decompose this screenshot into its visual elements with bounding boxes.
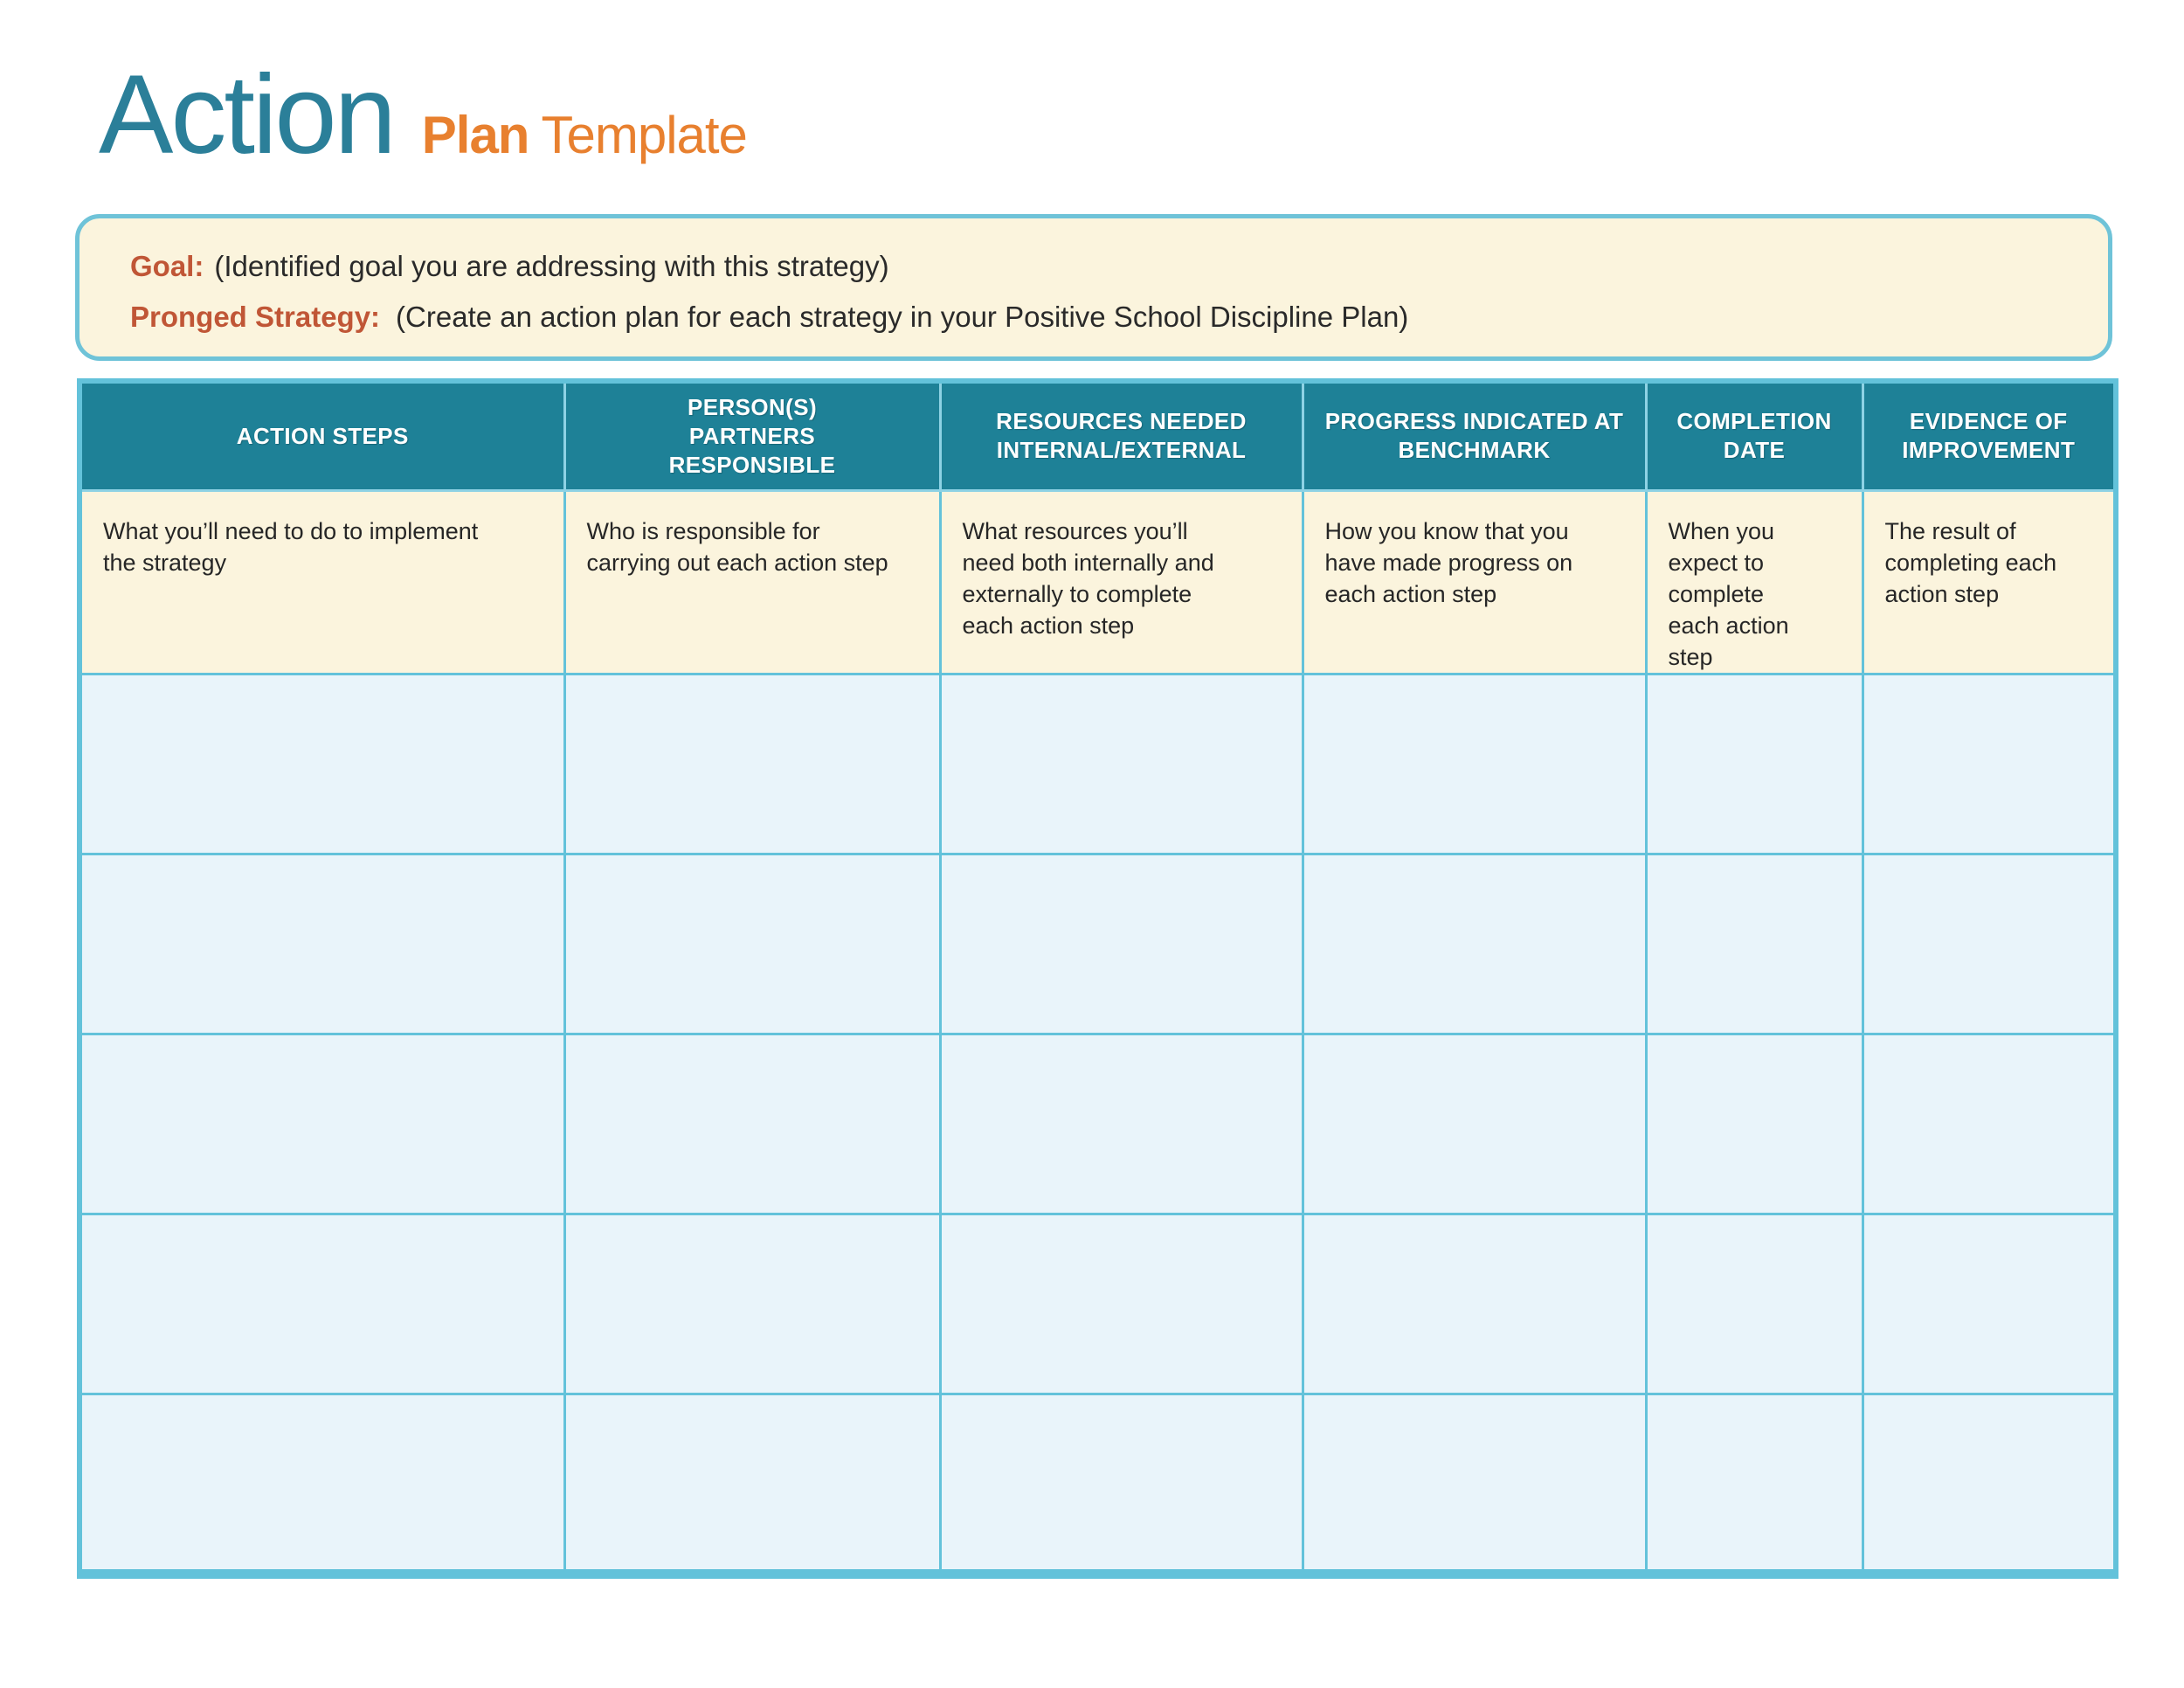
strategy-line: Pronged Strategy: (Create an action plan … (130, 292, 2057, 342)
description-resources-needed: What resources you’ll need both internal… (938, 488, 1304, 675)
description-progress-benchmark: How you know that you have made progress… (1301, 488, 1648, 675)
action-plan-table: ACTION STEPS PERSON(S) PARTNERS RESPONSI… (77, 378, 2118, 1579)
empty-cell[interactable] (1861, 1212, 2118, 1395)
column-header-resources-needed: RESOURCES NEEDED INTERNAL/EXTERNAL (938, 379, 1304, 492)
empty-cell[interactable] (1301, 1212, 1648, 1395)
empty-cell[interactable] (938, 852, 1304, 1035)
table-row (78, 1392, 2118, 1575)
table-row (78, 672, 2118, 855)
empty-cell[interactable] (563, 1392, 942, 1575)
column-header-persons-responsible: PERSON(S) PARTNERS RESPONSIBLE (563, 379, 942, 492)
description-persons-responsible: Who is responsible for carrying out each… (563, 488, 942, 675)
empty-cell[interactable] (938, 672, 1304, 855)
goal-label: Goal: (130, 250, 204, 282)
empty-cell[interactable] (938, 1392, 1304, 1575)
description-action-steps: What you’ll need to do to implement the … (78, 488, 566, 675)
empty-cell[interactable] (563, 1212, 942, 1395)
table-row (78, 1212, 2118, 1395)
table-header-row: ACTION STEPS PERSON(S) PARTNERS RESPONSI… (78, 379, 2118, 492)
empty-cell[interactable] (1301, 852, 1648, 1035)
empty-cell[interactable] (938, 1032, 1304, 1215)
table-row (78, 1032, 2118, 1215)
empty-cell[interactable] (78, 1392, 566, 1575)
empty-cell[interactable] (1644, 852, 1864, 1035)
title-word-plan: Plan (421, 106, 530, 164)
empty-cell[interactable] (78, 1032, 566, 1215)
empty-cell[interactable] (1644, 1212, 1864, 1395)
empty-cell[interactable] (78, 1212, 566, 1395)
empty-cell[interactable] (1301, 1032, 1648, 1215)
title-word-action: Action (99, 52, 397, 177)
empty-cell[interactable] (1861, 1392, 2118, 1575)
empty-cell[interactable] (938, 1212, 1304, 1395)
empty-cell[interactable] (563, 852, 942, 1035)
empty-cell[interactable] (1301, 672, 1648, 855)
empty-cell[interactable] (1861, 852, 2118, 1035)
description-completion-date: When you expect to complete each action … (1644, 488, 1864, 675)
empty-cell[interactable] (1644, 672, 1864, 855)
empty-cell[interactable] (1644, 1032, 1864, 1215)
empty-cell[interactable] (1861, 1032, 2118, 1215)
description-evidence-improvement: The result of completing each action ste… (1861, 488, 2118, 675)
empty-cell[interactable] (1644, 1392, 1864, 1575)
empty-cell[interactable] (563, 672, 942, 855)
column-header-evidence-improvement: EVIDENCE OF IMPROVEMENT (1861, 379, 2118, 492)
strategy-text: (Create an action plan for each strategy… (396, 301, 1409, 333)
empty-cell[interactable] (1301, 1392, 1648, 1575)
goal-line: Goal: (Identified goal you are addressing… (130, 241, 2057, 292)
page-title: Action Plan Template (99, 51, 748, 179)
column-header-completion-date: COMPLETION DATE (1644, 379, 1864, 492)
column-header-action-steps: ACTION STEPS (78, 379, 566, 492)
strategy-label: Pronged Strategy: (130, 301, 381, 333)
table-row (78, 852, 2118, 1035)
description-row: What you’ll need to do to implement the … (78, 488, 2118, 675)
empty-cell[interactable] (1861, 672, 2118, 855)
empty-cell[interactable] (78, 672, 566, 855)
goal-text: (Identified goal you are addressing with… (214, 250, 889, 282)
empty-cell[interactable] (563, 1032, 942, 1215)
goal-box: Goal: (Identified goal you are addressing… (75, 214, 2112, 361)
empty-cell[interactable] (78, 852, 566, 1035)
column-header-progress-benchmark: PROGRESS INDICATED AT BENCHMARK (1301, 379, 1648, 492)
title-word-template: Template (541, 106, 747, 164)
